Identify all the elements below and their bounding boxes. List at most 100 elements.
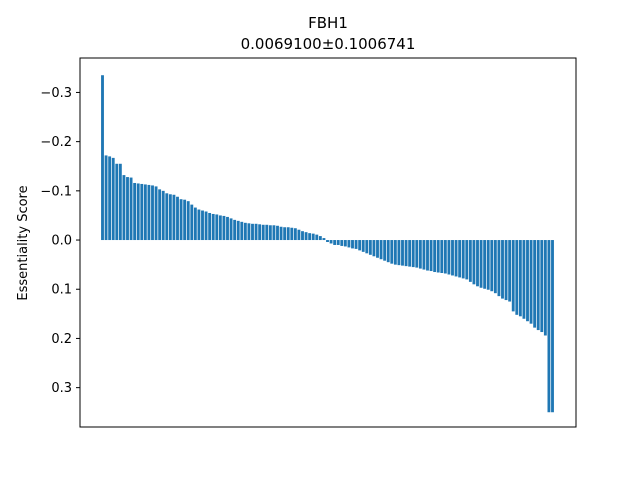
bar [497, 240, 501, 297]
bar [551, 240, 554, 413]
y-tick-label: 0.3 [51, 381, 72, 396]
bar [311, 233, 315, 241]
bar [422, 240, 426, 270]
bar [201, 210, 204, 241]
bar [129, 177, 133, 241]
bar [365, 240, 369, 254]
bar [440, 240, 444, 273]
bar [386, 240, 390, 263]
bar [372, 240, 376, 257]
bar [215, 214, 219, 241]
bar [304, 232, 308, 241]
bar [183, 199, 187, 241]
bar [343, 240, 347, 247]
bar [158, 189, 162, 241]
bar [318, 236, 322, 241]
bar [108, 156, 112, 241]
bar [390, 240, 394, 264]
bar [151, 185, 154, 241]
bar [193, 207, 197, 241]
bar [451, 240, 454, 276]
bar [465, 240, 469, 280]
bar [347, 240, 351, 248]
y-tick-label: 0.2 [51, 332, 72, 347]
bar [486, 240, 490, 290]
bar [379, 240, 383, 260]
y-tick-label: −0.1 [40, 184, 72, 199]
bar [161, 190, 165, 241]
bar [504, 240, 508, 301]
bar [429, 240, 433, 272]
bar [218, 215, 222, 241]
bar [354, 240, 358, 249]
bar [143, 184, 147, 241]
bar [533, 240, 537, 328]
bar [415, 240, 419, 268]
bar [483, 240, 487, 289]
bar [397, 240, 401, 266]
bar [301, 231, 304, 241]
bar [383, 240, 387, 261]
bar [190, 204, 194, 241]
bar [286, 227, 290, 241]
bar [479, 240, 483, 288]
bar [272, 225, 276, 241]
bar [186, 201, 190, 241]
bar [493, 240, 497, 294]
bar [526, 240, 529, 322]
bar [279, 226, 283, 241]
bar [408, 240, 412, 267]
bar [308, 233, 312, 241]
bar [276, 225, 279, 241]
bar [454, 240, 458, 277]
bar [361, 240, 365, 252]
y-tick-label: 0.0 [51, 234, 72, 249]
bar [511, 240, 515, 312]
bar [258, 224, 262, 241]
bar [265, 224, 269, 241]
bar [515, 240, 519, 315]
bar [154, 186, 158, 241]
bar [254, 223, 258, 241]
bar [351, 240, 354, 249]
bar [115, 163, 119, 241]
bar [404, 240, 408, 267]
bar [393, 240, 397, 265]
bar [340, 240, 344, 246]
bar [522, 240, 526, 319]
bar [111, 157, 115, 241]
bar [104, 155, 108, 241]
bar [222, 215, 226, 241]
bar [326, 240, 329, 243]
bar [136, 183, 140, 241]
bar [197, 209, 201, 241]
bar [461, 240, 465, 279]
bar [229, 218, 233, 241]
bar [211, 213, 215, 241]
bar [240, 221, 244, 241]
bar [247, 223, 251, 241]
bar [436, 240, 440, 273]
bar [315, 234, 319, 241]
bar [476, 240, 479, 287]
bar [472, 240, 476, 285]
bar [508, 240, 512, 302]
bar [126, 177, 129, 241]
bars-group [101, 75, 554, 413]
bar [468, 240, 472, 282]
bar [101, 75, 104, 241]
bar [147, 184, 151, 241]
bar [401, 240, 404, 266]
bar [411, 240, 415, 268]
bar [133, 182, 137, 241]
bar [293, 228, 297, 241]
bar [251, 223, 254, 241]
bar [490, 240, 494, 292]
bar [333, 240, 337, 245]
bar [518, 240, 522, 317]
chart-subtitle: 0.0069100±0.1006741 [241, 35, 416, 53]
bar [329, 240, 333, 244]
chart-title: FBH1 [308, 14, 348, 32]
bar [322, 238, 326, 241]
